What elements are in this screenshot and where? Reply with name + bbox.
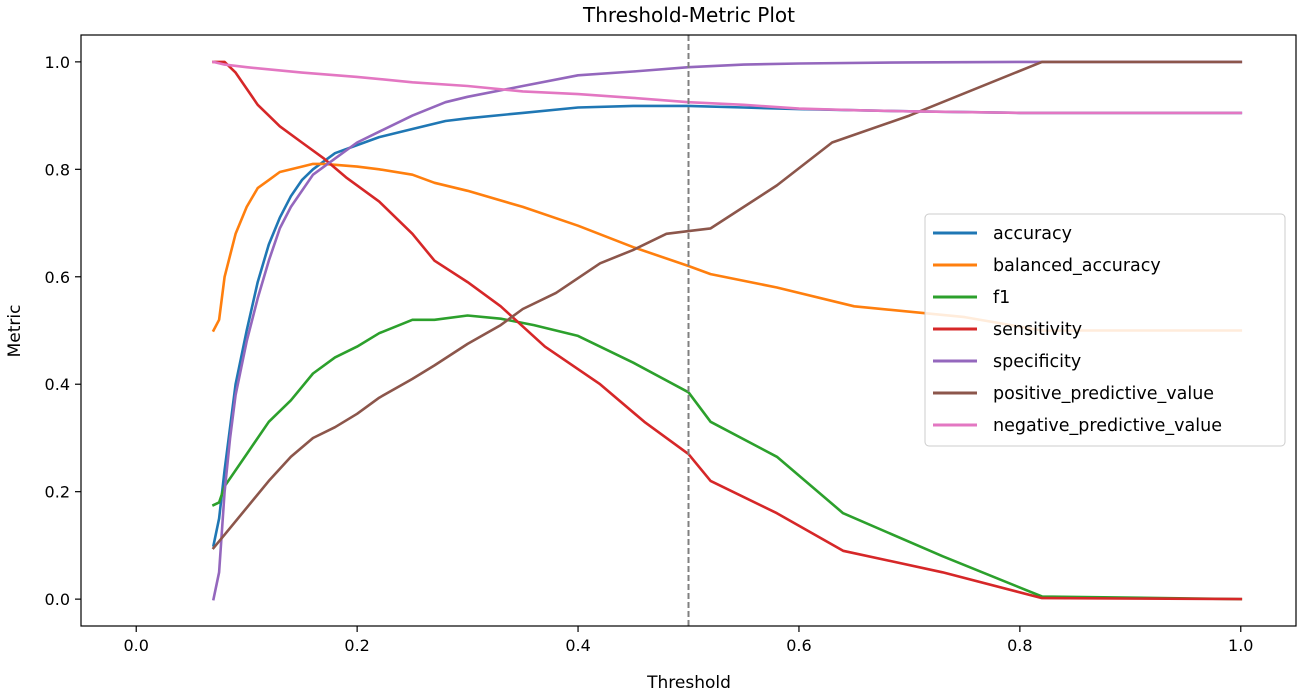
- legend-label: accuracy: [993, 224, 1072, 244]
- x-tick-label: 1.0: [1228, 636, 1253, 655]
- legend-label: negative_predictive_value: [993, 416, 1222, 436]
- legend-label: specificity: [993, 352, 1081, 372]
- y-tick-label: 0.0: [45, 590, 70, 609]
- x-tick-label: 0.8: [1007, 636, 1032, 655]
- plot-area: [211, 35, 1243, 626]
- y-tick-label: 0.2: [45, 483, 70, 502]
- legend-box: [924, 213, 1286, 447]
- series-line-specificity: [211, 60, 1243, 601]
- legend-label: f1: [993, 288, 1010, 308]
- x-tick-label: 0.2: [344, 636, 369, 655]
- x-axis: 0.0 0.2 0.4 0.6 0.8 1.0: [124, 626, 1253, 655]
- x-tick-label: 0.0: [124, 636, 149, 655]
- series-line-positive-predictive-value: [211, 60, 1243, 550]
- x-tick-label: 0.6: [786, 636, 811, 655]
- axes-frame: [80, 34, 1297, 627]
- series-line-negative-predictive-value: [211, 60, 1243, 115]
- series-line-f1: [211, 314, 1243, 601]
- legend: accuracy balanced_accuracy f1 sensitivity sp…: [924, 213, 1286, 447]
- x-axis-title: Threshold: [646, 673, 731, 693]
- series-line-sensitivity: [212, 60, 1243, 601]
- y-tick-label: 0.4: [45, 375, 70, 394]
- y-tick-label: 0.8: [45, 160, 70, 179]
- legend-label: positive_predictive_value: [993, 384, 1214, 404]
- chart-title: Threshold-Metric Plot: [582, 3, 795, 27]
- y-axis-title: Metric: [5, 305, 25, 358]
- y-tick-label: 0.6: [45, 268, 70, 287]
- legend-label: sensitivity: [993, 320, 1082, 340]
- y-tick-label: 1.0: [45, 53, 70, 72]
- y-axis: 0.0 0.2 0.4 0.6 0.8 1.0: [45, 53, 81, 609]
- series-line-balanced-accuracy: [211, 162, 1243, 333]
- x-tick-label: 0.4: [565, 636, 590, 655]
- legend-label: balanced_accuracy: [993, 256, 1161, 276]
- series-line-accuracy: [211, 104, 1243, 547]
